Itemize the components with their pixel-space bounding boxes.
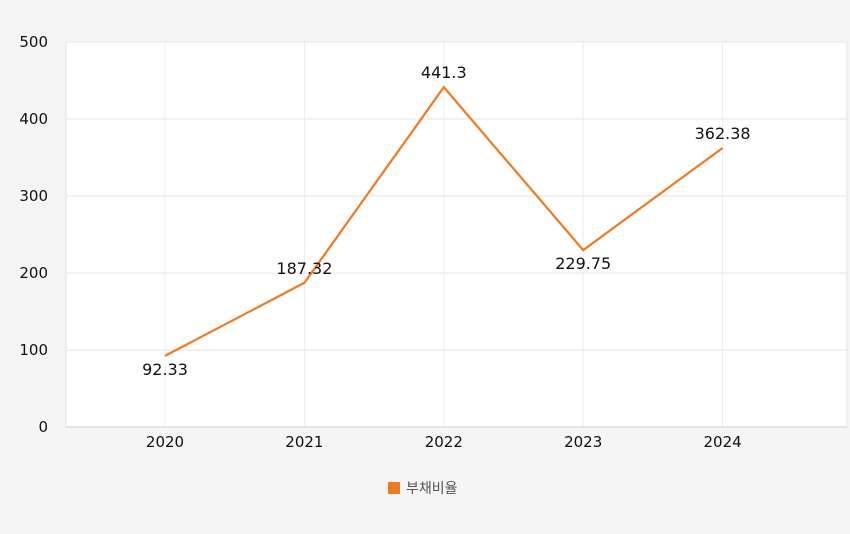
y-tick-label: 400 xyxy=(19,110,48,128)
legend[interactable]: 부채비율 xyxy=(388,481,458,497)
y-tick-label: 300 xyxy=(19,187,48,205)
legend-label: 부채비율 xyxy=(406,481,458,497)
data-label: 362.38 xyxy=(695,124,751,143)
y-tick-label: 0 xyxy=(38,418,48,436)
axes: 0 100 200 300 400 500 2020 2021 2022 2023 2024 xyxy=(19,33,848,451)
y-tick-label: 500 xyxy=(19,33,48,51)
x-tick-label: 2022 xyxy=(425,433,463,451)
plot-area xyxy=(66,42,847,427)
data-labels: 92.33 187.32 441.3 229.75 362.38 xyxy=(142,63,750,379)
x-tick-label: 2021 xyxy=(285,433,323,451)
series-layer xyxy=(164,85,724,357)
grid xyxy=(66,41,847,427)
y-tick-label: 200 xyxy=(19,264,48,282)
series-line[interactable] xyxy=(164,85,724,357)
data-label: 441.3 xyxy=(421,63,467,82)
data-label: 229.75 xyxy=(555,254,611,273)
x-tick-label: 2024 xyxy=(704,433,742,451)
x-tick-label: 2023 xyxy=(564,433,602,451)
legend-swatch xyxy=(388,482,400,494)
data-label: 187.32 xyxy=(276,259,332,278)
data-label: 92.33 xyxy=(142,360,188,379)
y-tick-label: 100 xyxy=(19,341,48,359)
x-tick-label: 2020 xyxy=(146,433,184,451)
